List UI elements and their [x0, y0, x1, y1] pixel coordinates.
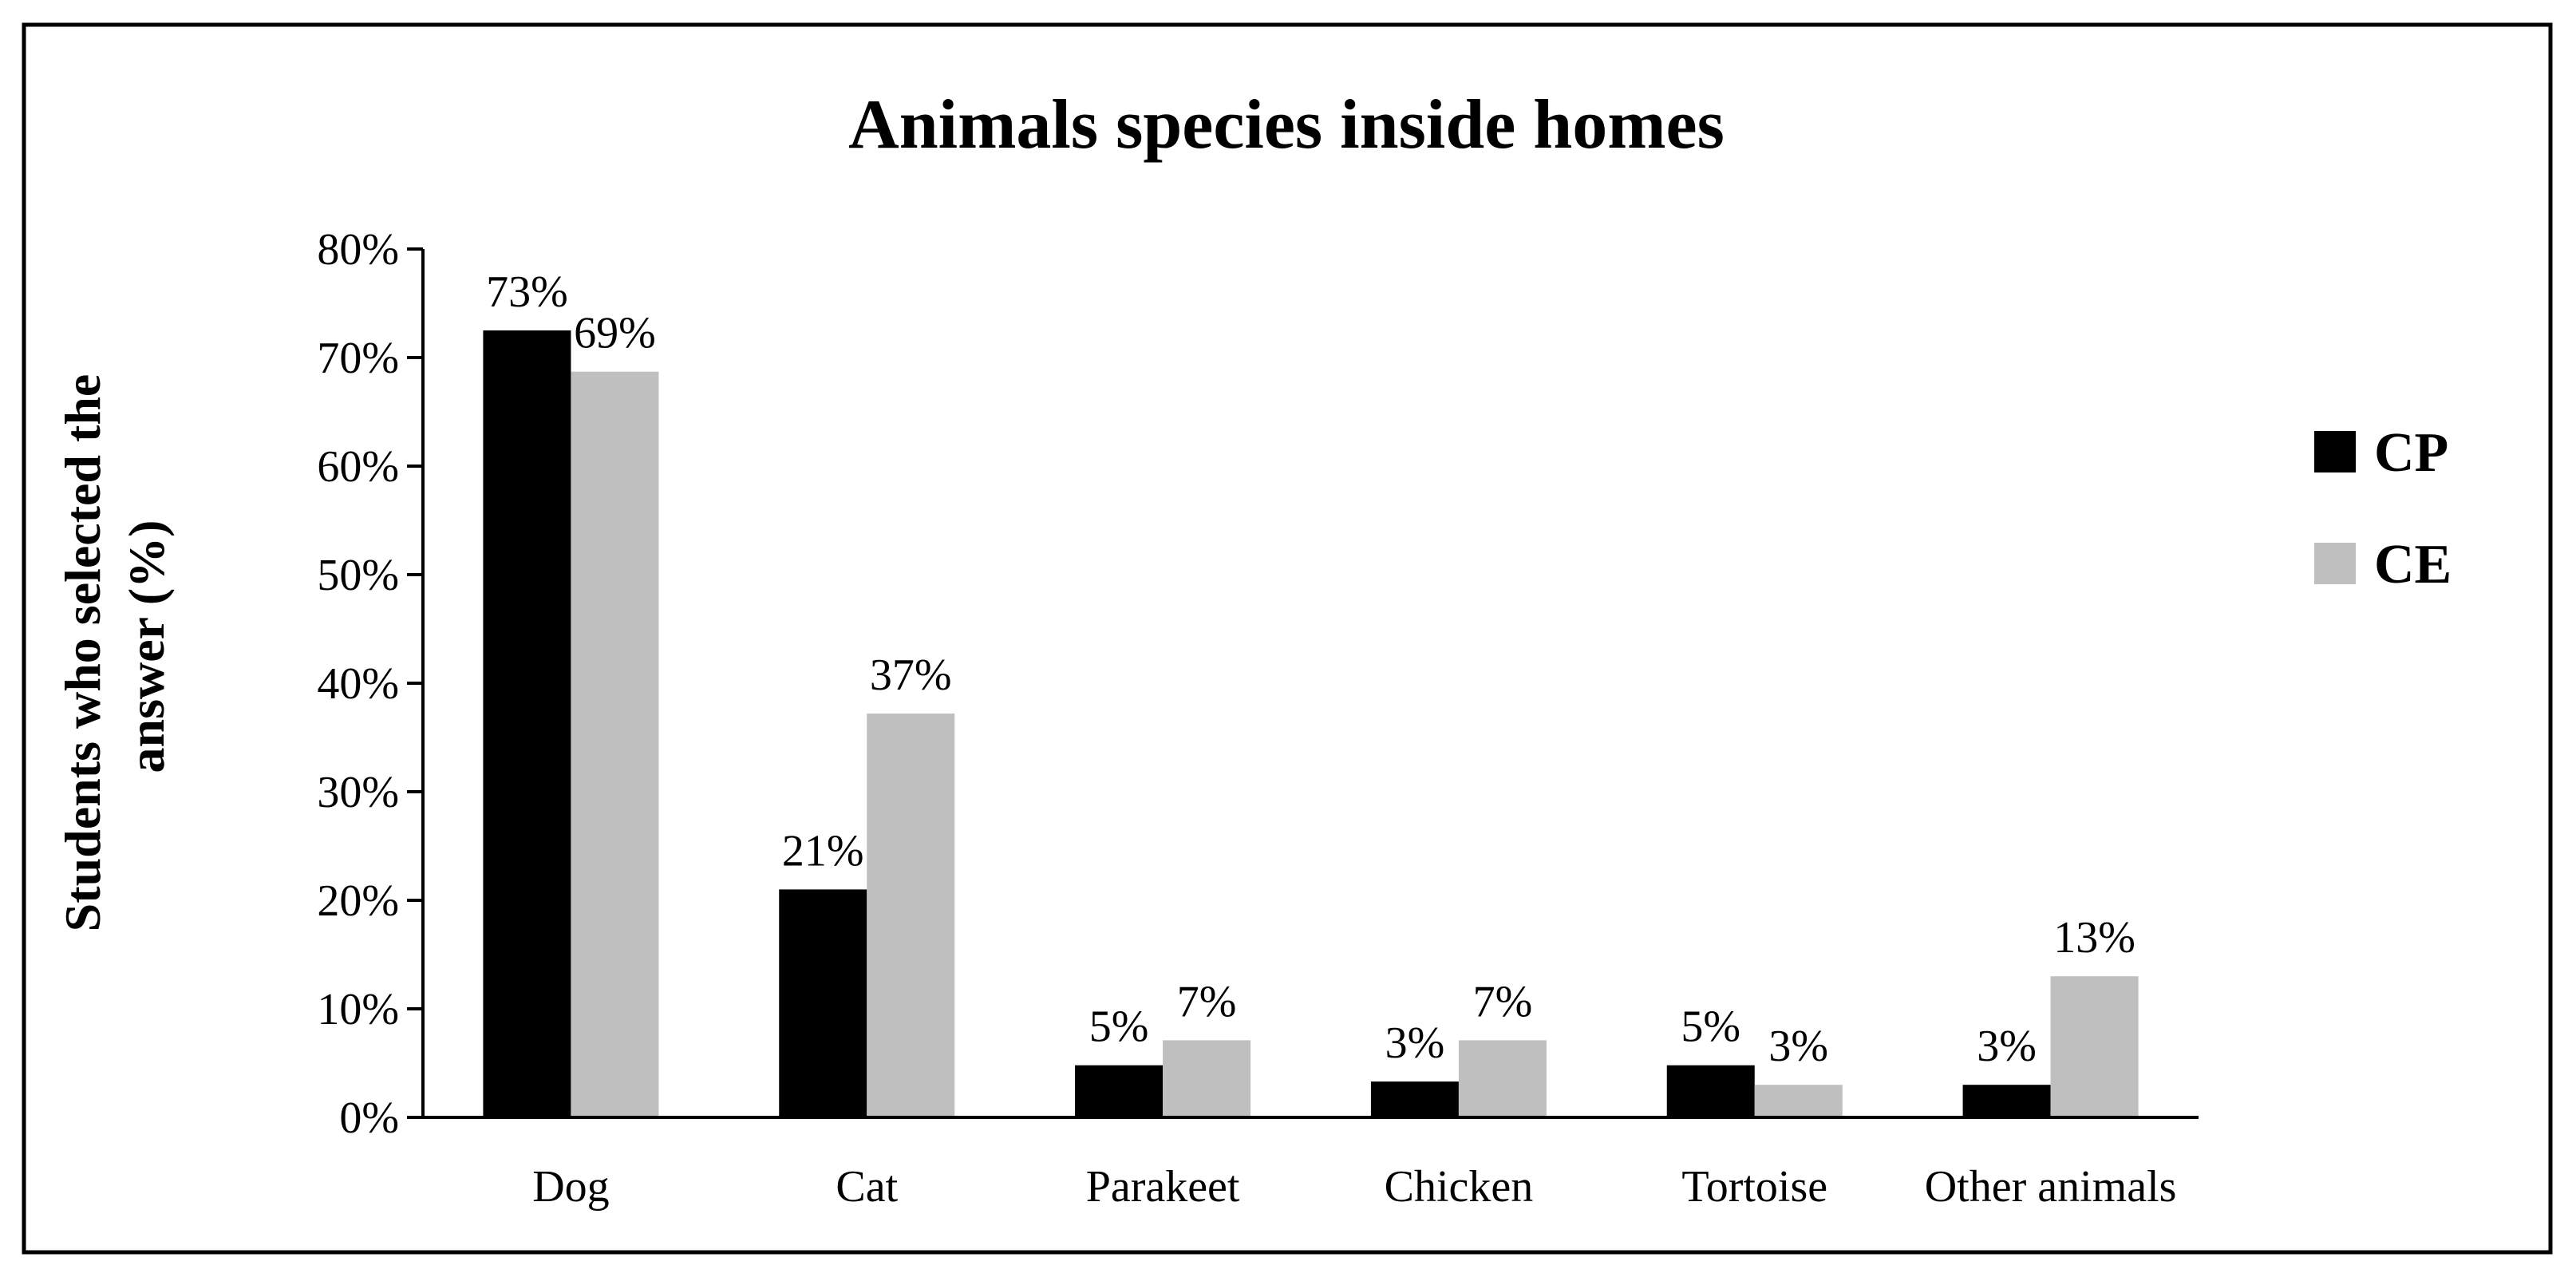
bar-ce-chicken	[1458, 1040, 1547, 1117]
bar-ce-cat	[867, 714, 955, 1117]
y-tick-label: 70%	[317, 334, 399, 383]
bar-ce-dog	[571, 371, 659, 1117]
chart-frame	[22, 22, 2553, 1255]
x-category-label: Cat	[836, 1162, 898, 1212]
data-label: 69%	[574, 309, 656, 358]
data-label: 3%	[1385, 1018, 1445, 1068]
x-category-label: Chicken	[1385, 1162, 1534, 1212]
data-label: 73%	[486, 267, 568, 317]
legend-swatch-cp	[2314, 431, 2356, 472]
y-tick-label: 50%	[317, 551, 399, 600]
legend: CP CE	[2314, 422, 2452, 595]
data-label: 7%	[1473, 977, 1533, 1026]
y-tick-label: 60%	[317, 442, 399, 492]
bar-ce-parakeet	[1163, 1040, 1251, 1117]
bar-cp-parakeet	[1075, 1065, 1164, 1117]
legend-swatch-ce	[2314, 543, 2356, 584]
bar-cp-other-animals	[1962, 1085, 2051, 1117]
bar-ce-tortoise	[1754, 1085, 1843, 1117]
y-axis-label-line-2: answer (%)	[118, 520, 175, 773]
y-axis-label-line-1: Students who selected the	[54, 374, 111, 932]
data-label: 21%	[782, 826, 864, 876]
x-category-label: Other animals	[1925, 1162, 2177, 1212]
y-tick-label: 30%	[317, 768, 399, 817]
x-axis-categories: Dog Cat Parakeet Chicken Tortoise Other anima…	[532, 1162, 2176, 1212]
data-labels: 73%69% 21% 37% 5% 7% 3% 7% 5% 3% 3% 13%	[486, 267, 2135, 1071]
bar-cp-tortoise	[1666, 1065, 1755, 1117]
bar-cp-dog	[483, 330, 571, 1117]
data-label: 7%	[1177, 977, 1237, 1026]
x-category-label: Dog	[532, 1162, 609, 1212]
y-tick-label: 40%	[317, 659, 399, 709]
y-tick-label: 20%	[317, 876, 399, 926]
bars	[483, 330, 2139, 1117]
bar-cp-cat	[779, 889, 867, 1117]
x-category-label: Parakeet	[1086, 1162, 1240, 1212]
bar-cp-chicken	[1370, 1081, 1459, 1117]
legend-label-cp: CP	[2374, 422, 2448, 484]
data-label: 3%	[1977, 1022, 2037, 1071]
data-label: 13%	[2053, 913, 2135, 963]
y-tick-label: 80%	[317, 225, 399, 275]
x-category-label: Tortoise	[1681, 1162, 1827, 1212]
y-tick-label: 0%	[339, 1093, 399, 1143]
legend-label-ce: CE	[2374, 534, 2452, 595]
data-label: 5%	[1681, 1002, 1740, 1052]
y-axis-label: Students who selected the answer (%)	[54, 362, 175, 932]
data-label: 3%	[1768, 1022, 1828, 1071]
y-tick-label: 10%	[317, 985, 399, 1034]
y-axis-ticks: 0% 10% 20% 30% 40% 50% 60% 70% 80%	[317, 225, 423, 1143]
bar-ce-other-animals	[2050, 976, 2139, 1117]
data-label: 37%	[870, 650, 952, 700]
data-label: 5%	[1089, 1002, 1149, 1052]
chart-title: Animals species inside homes	[848, 86, 1725, 164]
